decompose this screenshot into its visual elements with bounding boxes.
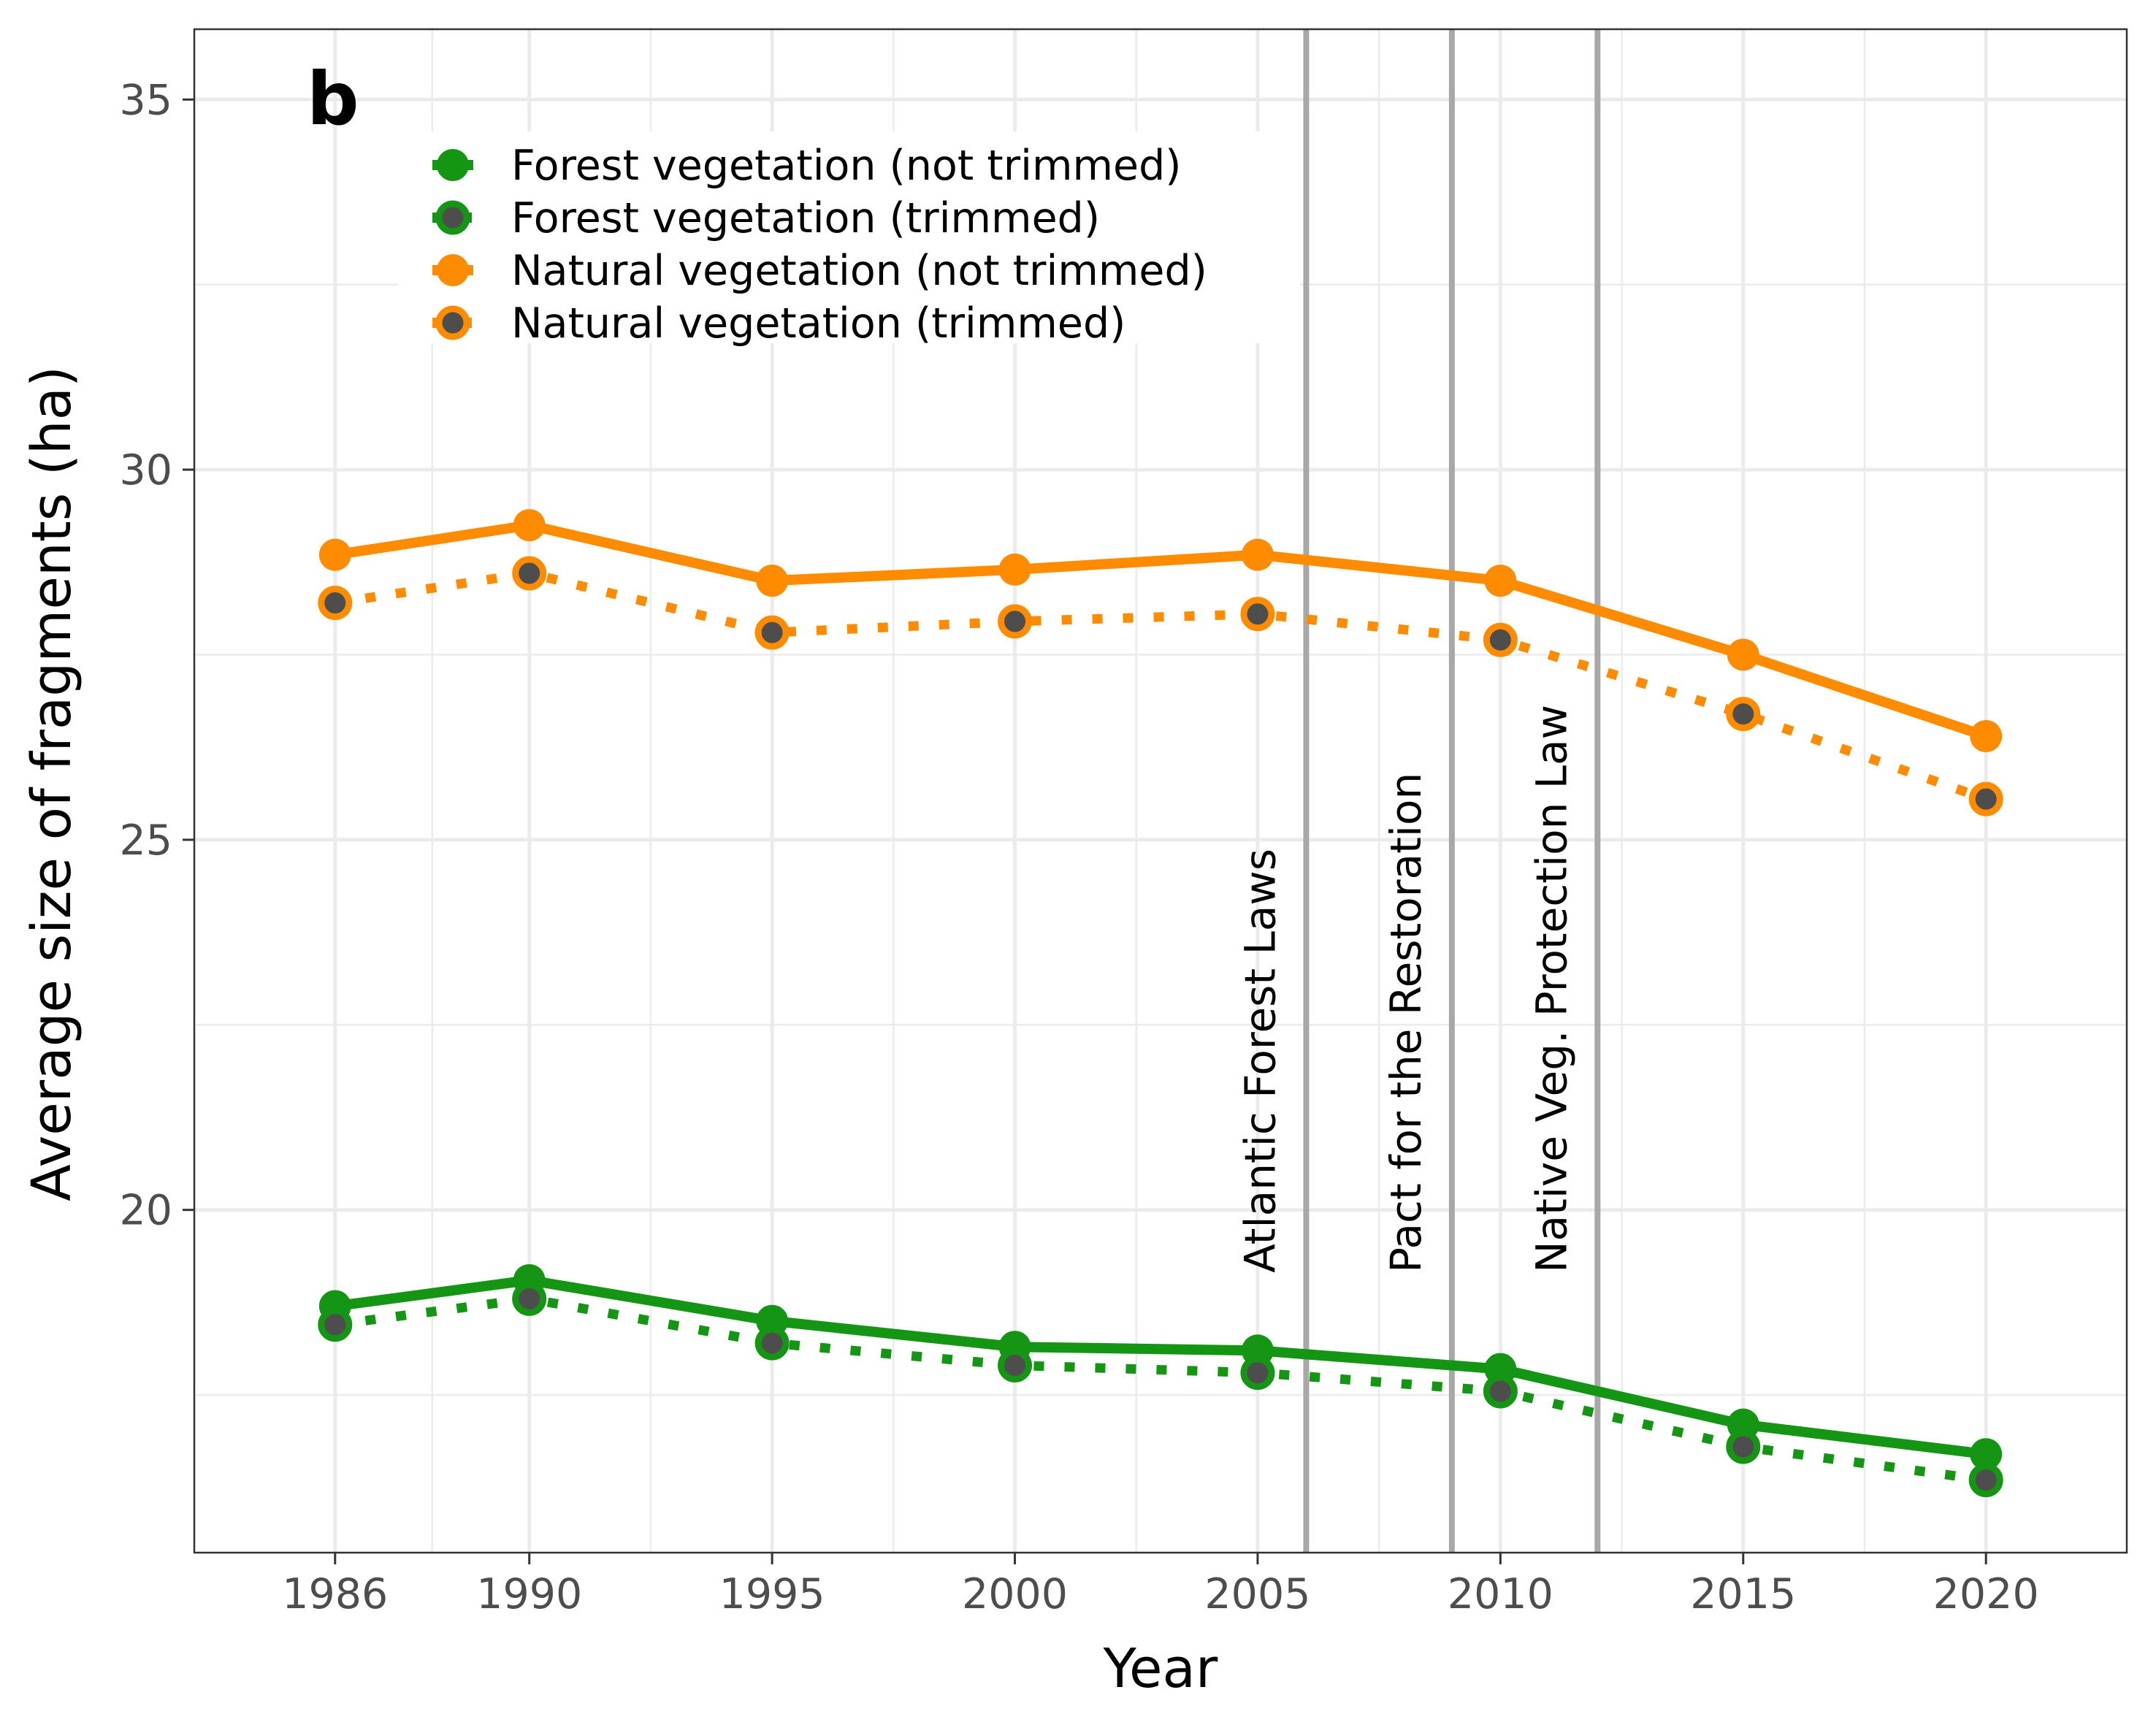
series-line — [334, 568, 1988, 804]
data-point — [998, 604, 1033, 639]
x-tick-label: 2015 — [1690, 1570, 1796, 1618]
x-tick-label: 2020 — [1933, 1570, 2039, 1618]
data-point — [756, 565, 789, 597]
data-point — [1968, 1463, 2003, 1498]
x-tick-label: 2010 — [1448, 1570, 1553, 1618]
series-lines — [334, 520, 1988, 1485]
legend-label: Natural vegetation (not trimmed) — [511, 247, 1207, 295]
data-point — [512, 556, 547, 591]
data-point — [1240, 1355, 1275, 1391]
policy-lines — [1303, 29, 1601, 1553]
y-tick-label: 20 — [119, 1187, 172, 1235]
series-line — [334, 1293, 1987, 1485]
legend-key-point — [435, 305, 470, 340]
panel-border — [193, 28, 2128, 1554]
policy-label: Atlantic Forest Laws — [1235, 849, 1285, 1273]
legend-key-point — [437, 254, 469, 286]
data-point — [318, 586, 353, 621]
legend-key-point — [437, 149, 469, 181]
data-point — [1484, 565, 1517, 597]
policy-label: Pact for the Restoration — [1381, 773, 1431, 1273]
policy-label: Native Veg. Protection Law — [1526, 705, 1576, 1273]
series-points — [318, 509, 2003, 1498]
policy-labels: Atlantic Forest Laws Pact for the Restora… — [1235, 705, 1576, 1273]
x-axis-title: Year — [1103, 1637, 1218, 1700]
data-point — [1726, 697, 1761, 732]
data-point — [1241, 538, 1274, 571]
data-point — [318, 1307, 353, 1342]
series-line — [334, 1274, 1987, 1460]
data-point — [998, 553, 1031, 586]
data-point — [754, 615, 790, 650]
x-tick-label: 2000 — [962, 1570, 1068, 1618]
x-tick-label: 1995 — [719, 1570, 825, 1618]
data-point — [754, 1326, 790, 1361]
legend-background — [398, 131, 1300, 343]
panel-label: b — [307, 56, 359, 142]
data-point — [1240, 597, 1275, 632]
legend-key-point — [435, 200, 470, 235]
data-point — [1483, 622, 1518, 657]
data-point — [998, 1348, 1033, 1383]
legend: Forest vegetation (not trimmed)Forest ve… — [398, 131, 1300, 348]
y-axis-title: Average size of fragments (ha) — [20, 366, 83, 1201]
x-tick-label: 1986 — [282, 1570, 388, 1618]
y-tick-label: 35 — [119, 76, 172, 124]
data-point — [318, 538, 351, 571]
legend-label: Forest vegetation (trimmed) — [511, 194, 1100, 242]
data-point — [512, 1281, 547, 1316]
x-axis: 1986 1990 1995 2000 2005 2010 2015 2020 — [282, 1553, 2039, 1618]
data-point — [1483, 1374, 1518, 1409]
y-tick-label: 25 — [119, 816, 172, 865]
x-tick-label: 1990 — [476, 1570, 582, 1618]
data-point — [1970, 719, 2003, 752]
series-line — [334, 520, 1988, 741]
y-tick-label: 30 — [119, 446, 172, 494]
data-point — [513, 509, 546, 542]
data-point — [1726, 1429, 1761, 1464]
y-axis: 20 25 30 35 — [119, 76, 194, 1235]
data-point — [1970, 1438, 2003, 1471]
data-point — [1727, 638, 1759, 671]
x-tick-label: 2005 — [1204, 1570, 1310, 1618]
legend-label: Forest vegetation (not trimmed) — [511, 142, 1182, 190]
legend-label: Natural vegetation (trimmed) — [511, 299, 1125, 348]
data-point — [1968, 781, 2003, 816]
